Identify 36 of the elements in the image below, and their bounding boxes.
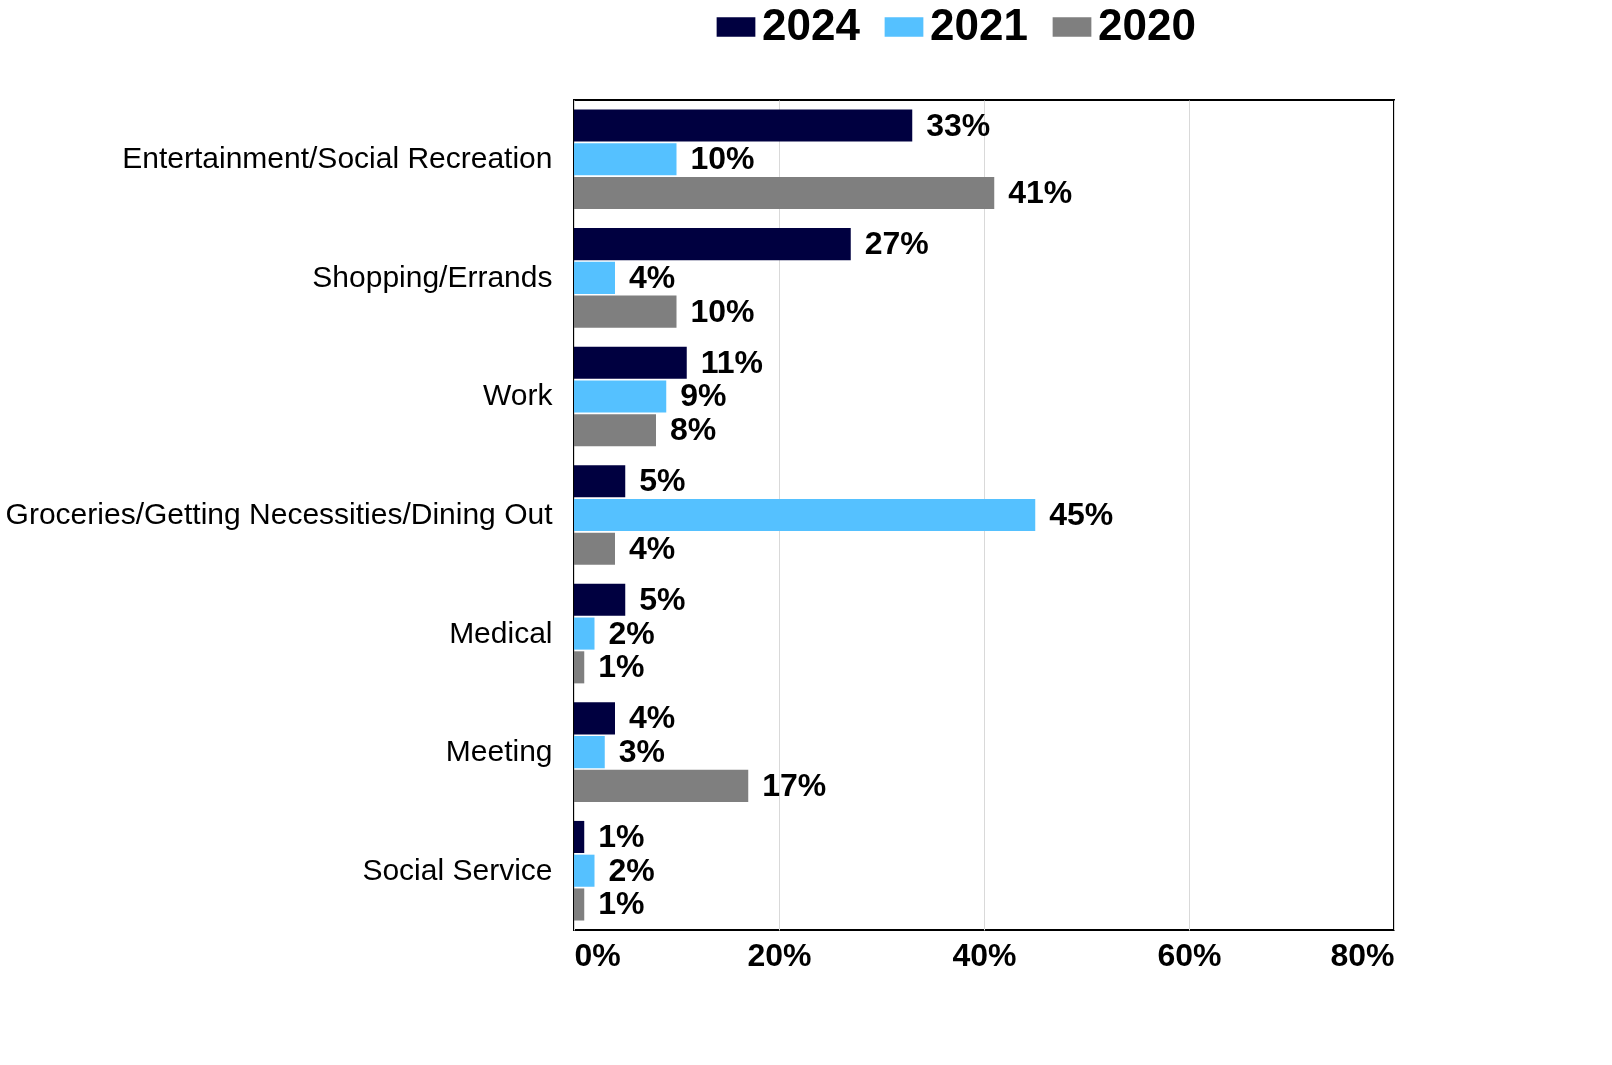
data-label: 2% bbox=[608, 614, 655, 651]
data-label: 33% bbox=[926, 106, 991, 143]
data-label: 3% bbox=[618, 733, 665, 770]
data-label: 1% bbox=[598, 885, 645, 922]
x-tick-label: 80% bbox=[1330, 936, 1395, 973]
x-tick-label: 40% bbox=[952, 936, 1017, 973]
y-tick-label: Meeting bbox=[445, 734, 553, 768]
y-tick-label: Medical bbox=[449, 615, 553, 649]
data-label: 1% bbox=[598, 648, 645, 685]
data-label: 11% bbox=[700, 343, 764, 380]
legend-label: 2024 bbox=[762, 0, 861, 49]
data-label: 4% bbox=[629, 699, 676, 736]
legend-label: 2021 bbox=[930, 0, 1028, 49]
data-label: 2% bbox=[608, 851, 655, 888]
x-tick-label: 60% bbox=[1157, 936, 1222, 973]
data-label: 4% bbox=[629, 529, 676, 566]
data-label: 9% bbox=[680, 377, 727, 414]
data-label: 5% bbox=[639, 580, 686, 617]
data-label: 10% bbox=[690, 140, 755, 177]
y-tick-label: Entertainment/Social Recreation bbox=[122, 141, 553, 175]
data-label: 10% bbox=[690, 292, 755, 329]
data-label: 27% bbox=[864, 225, 929, 262]
data-label: 4% bbox=[629, 258, 676, 295]
y-tick-label: Social Service bbox=[362, 852, 553, 886]
x-tick-label: 20% bbox=[747, 936, 812, 973]
x-tick-label: 0% bbox=[574, 936, 621, 973]
legend-label: 2020 bbox=[1098, 0, 1196, 49]
data-label: 17% bbox=[762, 766, 827, 803]
y-tick-label: Shopping/Errands bbox=[312, 259, 553, 293]
y-tick-label: Groceries/Getting Necessities/Dining Out bbox=[5, 497, 554, 530]
data-label: 8% bbox=[670, 411, 717, 448]
data-label: 41% bbox=[1008, 174, 1073, 211]
data-label: 45% bbox=[1049, 496, 1114, 532]
y-tick-label: Work bbox=[483, 378, 554, 412]
data-label: 5% bbox=[639, 462, 686, 499]
data-label: 1% bbox=[598, 817, 645, 854]
